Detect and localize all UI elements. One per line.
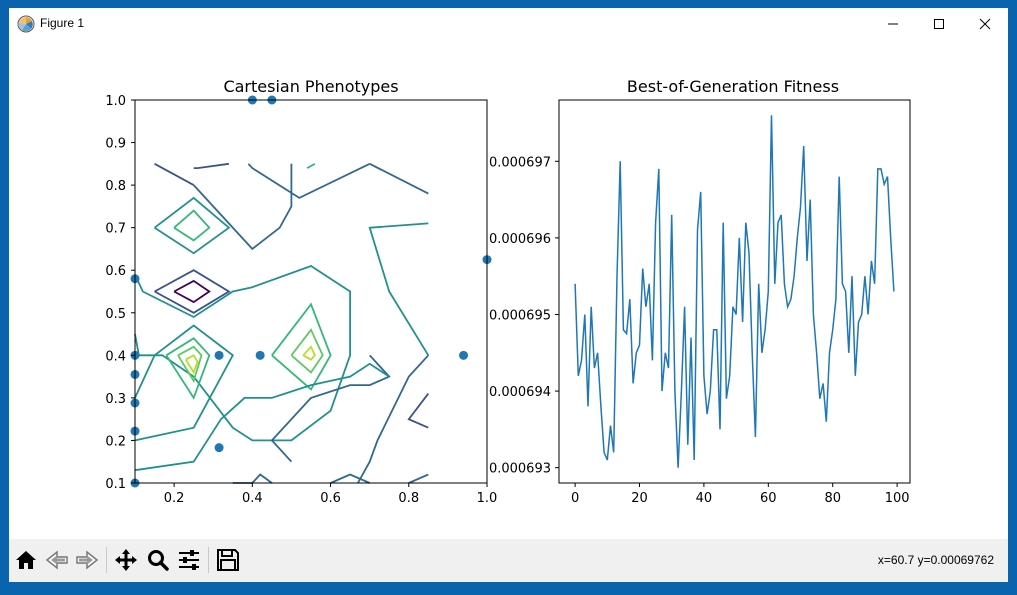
figure-canvas[interactable]: Cartesian Phenotypes 0.2 0.4 0.6 0.8 1.0 0.1…: [9, 39, 1008, 539]
matplotlib-logo-icon: [17, 15, 35, 33]
cursor-coordinates: x=60.7 y=0.00069762: [877, 553, 994, 567]
x-tick-label: 20: [631, 491, 648, 506]
home-icon: [16, 551, 36, 569]
fitness-line: [574, 115, 895, 468]
y-tick-label: 0.4: [105, 349, 126, 364]
contour-line: [271, 302, 332, 391]
save-button[interactable]: [213, 545, 243, 575]
contour-line: [357, 354, 429, 484]
sliders-icon: [179, 550, 199, 570]
x-tick-label: 60: [760, 491, 777, 506]
y-tick-label: 0.6: [105, 264, 126, 279]
x-tick-label: 0.2: [164, 491, 185, 506]
contour-line: [173, 279, 211, 304]
contour-line: [177, 345, 203, 384]
fitness-series-line: [574, 115, 895, 468]
contour-line: [193, 162, 230, 170]
floppy-disk-icon: [217, 549, 239, 571]
maximize-button[interactable]: [916, 8, 962, 39]
fitness-y-ticks: 0.000693 0.000694 0.000695 0.000696 0.000697: [489, 155, 559, 477]
toolbar-separator: [208, 547, 209, 573]
y-tick-label: 0.000696: [489, 232, 551, 247]
contour-line: [408, 473, 429, 484]
minimize-button[interactable]: [870, 8, 916, 39]
contour-line: [134, 362, 390, 472]
y-tick-label: 0.7: [105, 222, 126, 237]
move-icon: [115, 549, 137, 571]
contour-line: [330, 473, 371, 484]
x-tick-label: 80: [824, 491, 841, 506]
contour-y-ticks: 0.1 0.2 0.3 0.4 0.5 0.6 0.7 0.8 0.9 1.0: [105, 94, 135, 492]
contour-line: [193, 163, 293, 251]
scatter-point: [214, 350, 224, 360]
contour-line: [154, 196, 231, 255]
contour-line: [369, 162, 429, 195]
fitness-axes[interactable]: Best-of-Generation Fitness 0 20 40 60 80 100 …: [489, 77, 911, 506]
y-tick-label: 1.0: [105, 94, 126, 109]
contour-x-ticks: 0.2 0.4 0.6 0.8 1.0: [164, 483, 498, 506]
figure-svg[interactable]: Cartesian Phenotypes 0.2 0.4 0.6 0.8 1.0 0.1…: [9, 39, 1008, 539]
title-bar[interactable]: Figure 1: [9, 8, 1008, 39]
contour-line: [134, 265, 352, 442]
zoom-button[interactable]: [143, 545, 173, 575]
contour-lines: [134, 162, 430, 484]
contour-line: [232, 473, 273, 484]
contour-line: [165, 337, 211, 400]
scatter-point: [459, 350, 469, 360]
navigation-toolbar: x=60.7 y=0.00069762: [9, 539, 1008, 582]
contour-line: [185, 354, 199, 375]
contour-line: [134, 324, 234, 442]
contour-line: [154, 269, 231, 314]
x-tick-label: 0: [571, 491, 579, 506]
maximize-icon: [934, 18, 944, 29]
figure-window: Figure 1 Cartesian Phenotypes 0.2 0.4 0.6 0…: [9, 8, 1008, 582]
back-arrow-icon: [45, 550, 68, 570]
y-tick-label: 0.000697: [489, 155, 551, 170]
forward-arrow-icon: [76, 550, 99, 570]
x-tick-label: 100: [885, 491, 910, 506]
back-button[interactable]: [42, 545, 72, 575]
x-tick-label: 0.6: [320, 491, 341, 506]
scatter-point: [255, 350, 265, 360]
forward-button[interactable]: [72, 545, 102, 575]
close-button[interactable]: [962, 8, 1008, 39]
y-tick-label: 0.000694: [489, 385, 551, 400]
contour-line: [306, 163, 316, 169]
y-tick-label: 0.000695: [489, 308, 551, 323]
y-tick-label: 0.2: [105, 434, 126, 449]
x-tick-label: 40: [696, 491, 713, 506]
contour-line: [154, 163, 195, 186]
magnifier-icon: [148, 550, 169, 571]
fitness-x-ticks: 0 20 40 60 80 100: [571, 483, 910, 506]
contour-axes-frame: [134, 99, 488, 484]
y-tick-label: 0.9: [105, 137, 126, 152]
contour-line: [302, 345, 316, 361]
scatter-point: [214, 443, 224, 453]
contour-axes[interactable]: Cartesian Phenotypes 0.2 0.4 0.6 0.8 1.0 0.1…: [105, 77, 497, 506]
pan-button[interactable]: [111, 545, 141, 575]
scatter-points: [130, 95, 492, 488]
close-icon: [979, 18, 991, 29]
y-tick-label: 0.1: [105, 477, 126, 492]
fitness-chart-title: Best-of-Generation Fitness: [627, 77, 839, 96]
contour-line: [247, 162, 371, 199]
configure-subplots-button[interactable]: [174, 545, 204, 575]
contour-line: [173, 209, 211, 242]
minimize-icon: [888, 23, 898, 24]
contour-chart-title: Cartesian Phenotypes: [223, 77, 398, 96]
contour-line: [407, 393, 430, 429]
y-tick-label: 0.3: [105, 392, 126, 407]
window-title: Figure 1: [40, 16, 85, 30]
toolbar-separator: [106, 547, 107, 573]
contour-line: [290, 328, 324, 374]
fitness-axes-frame: [558, 99, 911, 484]
contour-line: [368, 222, 430, 356]
home-button[interactable]: [11, 545, 41, 575]
x-tick-label: 0.8: [398, 491, 419, 506]
x-tick-label: 1.0: [477, 491, 498, 506]
x-tick-label: 0.4: [242, 491, 263, 506]
y-tick-label: 0.8: [105, 179, 126, 194]
y-tick-label: 0.000693: [489, 462, 551, 477]
y-tick-label: 0.5: [105, 307, 126, 322]
